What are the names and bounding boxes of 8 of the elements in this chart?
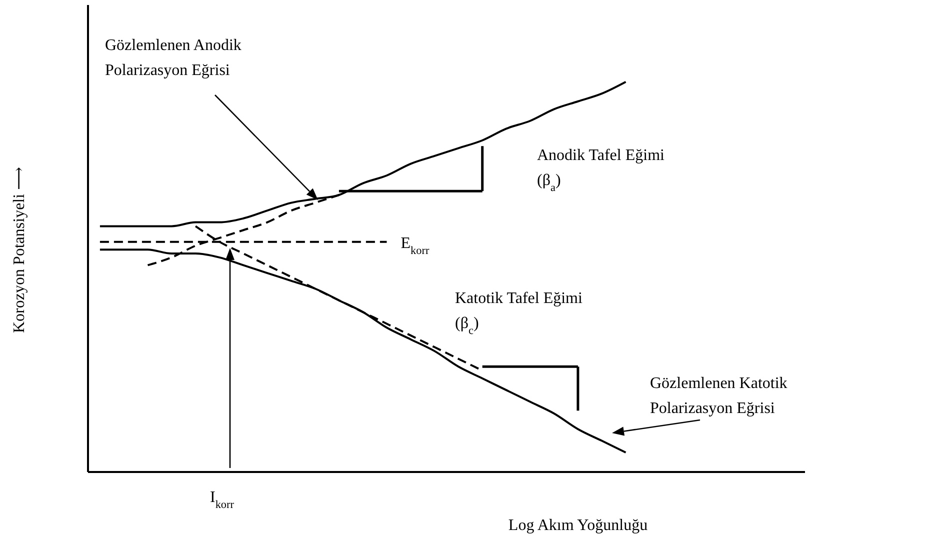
y-axis-title: Korozyon Potansiyeli ⟶: [11, 166, 28, 334]
annotation: Anodik Tafel Eğimi (β$_{a}$): [537, 147, 666, 194]
text: Gözlemlenen Anodik Polarizasyon Eğrisi: [105, 37, 242, 79]
annotation: Gözlemlenen Katotik Polarizasyon Eğrisi: [650, 375, 788, 417]
series-label: E$_{korr}$: [400, 234, 430, 257]
text: I$_{korr}$: [210, 489, 234, 511]
annotation: Katotik Tafel Eğimi (β$_{c}$): [455, 290, 583, 337]
x-axis-title: Log Akım Yoğunluğu: [508, 517, 648, 534]
